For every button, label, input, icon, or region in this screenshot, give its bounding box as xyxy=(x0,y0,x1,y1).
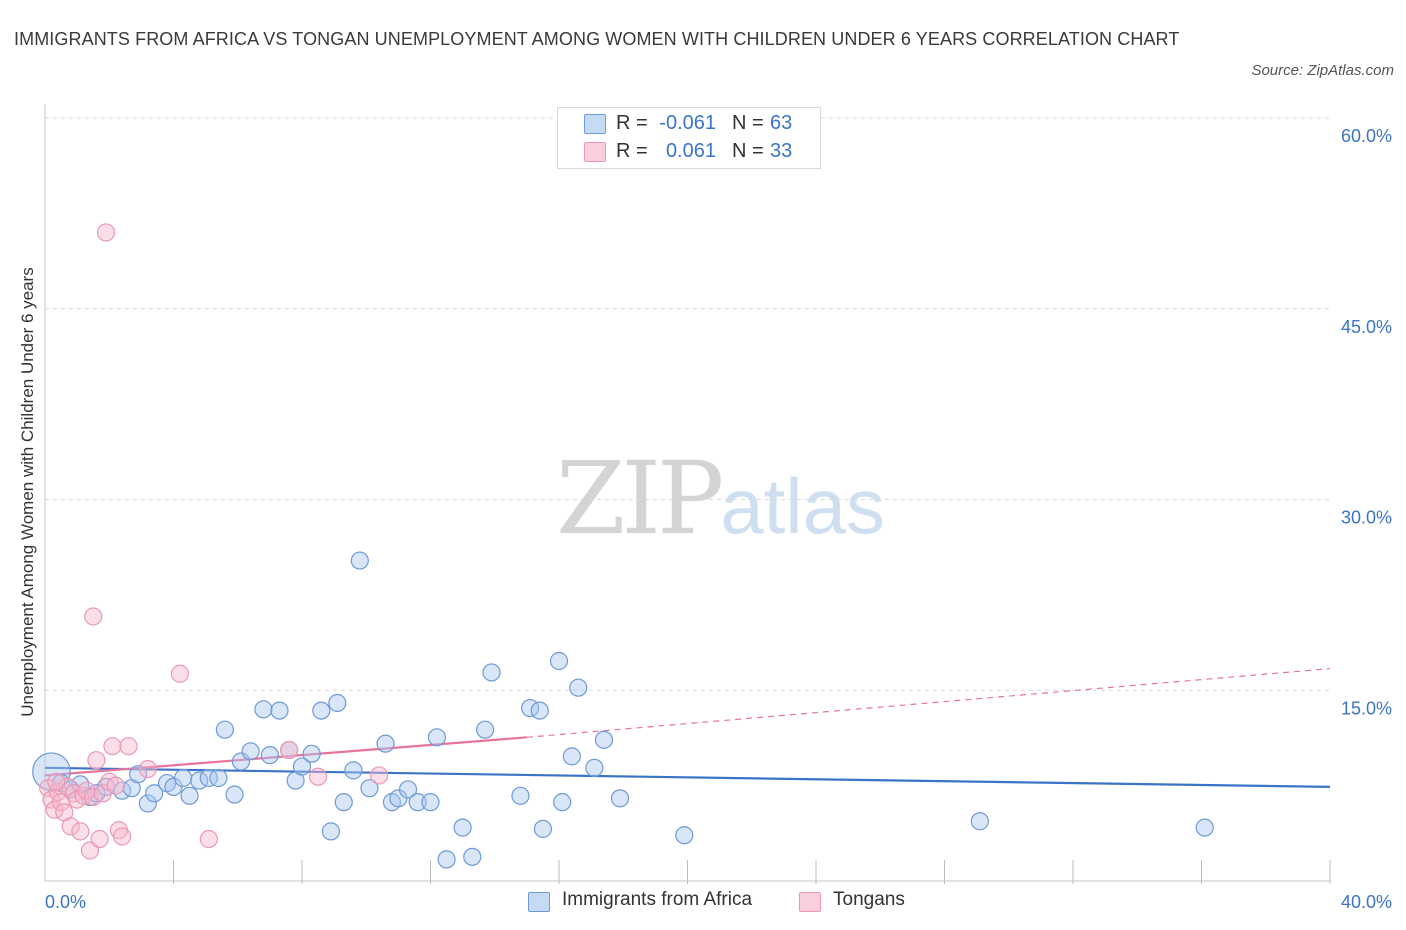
point-africa xyxy=(225,785,244,804)
point-africa xyxy=(199,768,218,788)
point-africa xyxy=(675,826,694,845)
point-africa xyxy=(302,744,321,763)
point-africa xyxy=(476,720,495,739)
legend-swatch-africa xyxy=(584,114,606,134)
trend-line-tongans xyxy=(44,736,527,777)
point-africa xyxy=(321,822,341,841)
point-africa xyxy=(328,693,347,713)
point-africa xyxy=(174,768,193,788)
point-tongans xyxy=(96,223,116,242)
point-africa xyxy=(453,818,472,837)
x-tick-label: 40.0% xyxy=(1341,892,1392,912)
axes xyxy=(44,104,1331,884)
legend-swatch-tongans xyxy=(799,892,821,912)
point-africa xyxy=(553,793,572,812)
point-tongans xyxy=(103,737,122,756)
point-africa xyxy=(215,720,234,739)
point-tongans xyxy=(84,607,103,626)
point-africa xyxy=(292,757,312,776)
legend-label-tongans: Tongans xyxy=(833,889,905,910)
point-tongans xyxy=(199,829,218,849)
point-africa xyxy=(376,734,395,753)
point-africa xyxy=(398,780,418,799)
grid-lines xyxy=(45,117,1330,691)
point-africa xyxy=(421,793,440,812)
point-tongans xyxy=(71,822,90,841)
point-africa xyxy=(511,786,530,805)
point-africa xyxy=(254,700,273,719)
point-africa xyxy=(180,786,199,805)
point-tongans xyxy=(280,740,299,760)
point-africa xyxy=(334,793,353,812)
source-label: Source: ZipAtlas.com xyxy=(1251,62,1394,79)
point-africa xyxy=(270,701,289,720)
point-tongans xyxy=(87,751,106,770)
point-tongans xyxy=(112,827,132,846)
point-africa xyxy=(585,758,604,777)
legend-n-value: 33 xyxy=(770,140,793,162)
point-africa xyxy=(530,701,549,720)
y-tick-label: 30.0% xyxy=(1341,508,1392,528)
point-africa xyxy=(260,746,279,765)
point-africa xyxy=(437,850,456,869)
legend-r-label: R = xyxy=(616,140,648,162)
point-tongans xyxy=(61,817,80,836)
point-africa xyxy=(549,651,569,671)
x-tick-label: 0.0% xyxy=(45,892,86,912)
legend-r-value: 0.061 xyxy=(665,140,716,162)
legend-r-value: -0.061 xyxy=(659,112,716,134)
point-africa xyxy=(610,789,630,808)
point-africa xyxy=(408,793,427,812)
tick-labels: 15.0% 30.0% 45.0% 60.0% 0.0% 40.0% xyxy=(45,126,1392,912)
point-tongans xyxy=(90,829,109,849)
point-africa xyxy=(241,742,260,761)
point-tongans xyxy=(106,776,125,795)
legend-swatch-africa xyxy=(528,892,550,912)
y-tick-label: 60.0% xyxy=(1341,126,1392,146)
trend-line-africa xyxy=(44,766,1331,788)
trend-lines xyxy=(44,668,1331,788)
legend-n-label: N = xyxy=(732,140,764,162)
point-tongans xyxy=(74,786,93,805)
point-tongans xyxy=(47,772,66,791)
point-tongans xyxy=(370,766,389,785)
point-tongans xyxy=(84,787,103,807)
legend-label-africa: Immigrants from Africa xyxy=(562,889,753,910)
point-africa xyxy=(129,765,148,784)
point-africa xyxy=(562,747,581,766)
point-africa xyxy=(360,779,379,798)
data-points xyxy=(32,223,1214,869)
point-africa xyxy=(427,728,447,747)
y-tick-label: 45.0% xyxy=(1341,317,1392,337)
point-africa xyxy=(1195,818,1214,837)
point-africa xyxy=(312,701,331,720)
legend-n-label: N = xyxy=(732,112,764,134)
point-africa xyxy=(970,812,989,831)
point-africa xyxy=(145,784,164,803)
point-tongans xyxy=(170,664,190,683)
point-africa xyxy=(463,847,482,866)
point-tongans xyxy=(308,767,328,786)
point-tongans xyxy=(119,737,138,756)
y-tick-label: 15.0% xyxy=(1341,698,1392,718)
legend-n-value: 63 xyxy=(770,112,793,134)
point-africa xyxy=(209,768,228,788)
point-africa xyxy=(344,761,363,780)
point-africa xyxy=(482,663,501,682)
point-tongans xyxy=(138,759,157,779)
correlation-legend: R = -0.061 N = 63 R = 0.061 N = 33 xyxy=(557,107,821,169)
legend-swatch-tongans xyxy=(584,142,606,162)
trend-extension-tongans xyxy=(526,668,1331,738)
legend-r-label: R = xyxy=(616,112,648,134)
chart-title: IMMIGRANTS FROM AFRICA VS TONGAN UNEMPLO… xyxy=(14,29,1180,49)
point-africa xyxy=(569,678,588,697)
point-africa xyxy=(138,794,157,813)
point-africa xyxy=(594,730,614,749)
point-africa xyxy=(533,819,553,838)
point-africa xyxy=(350,551,369,570)
